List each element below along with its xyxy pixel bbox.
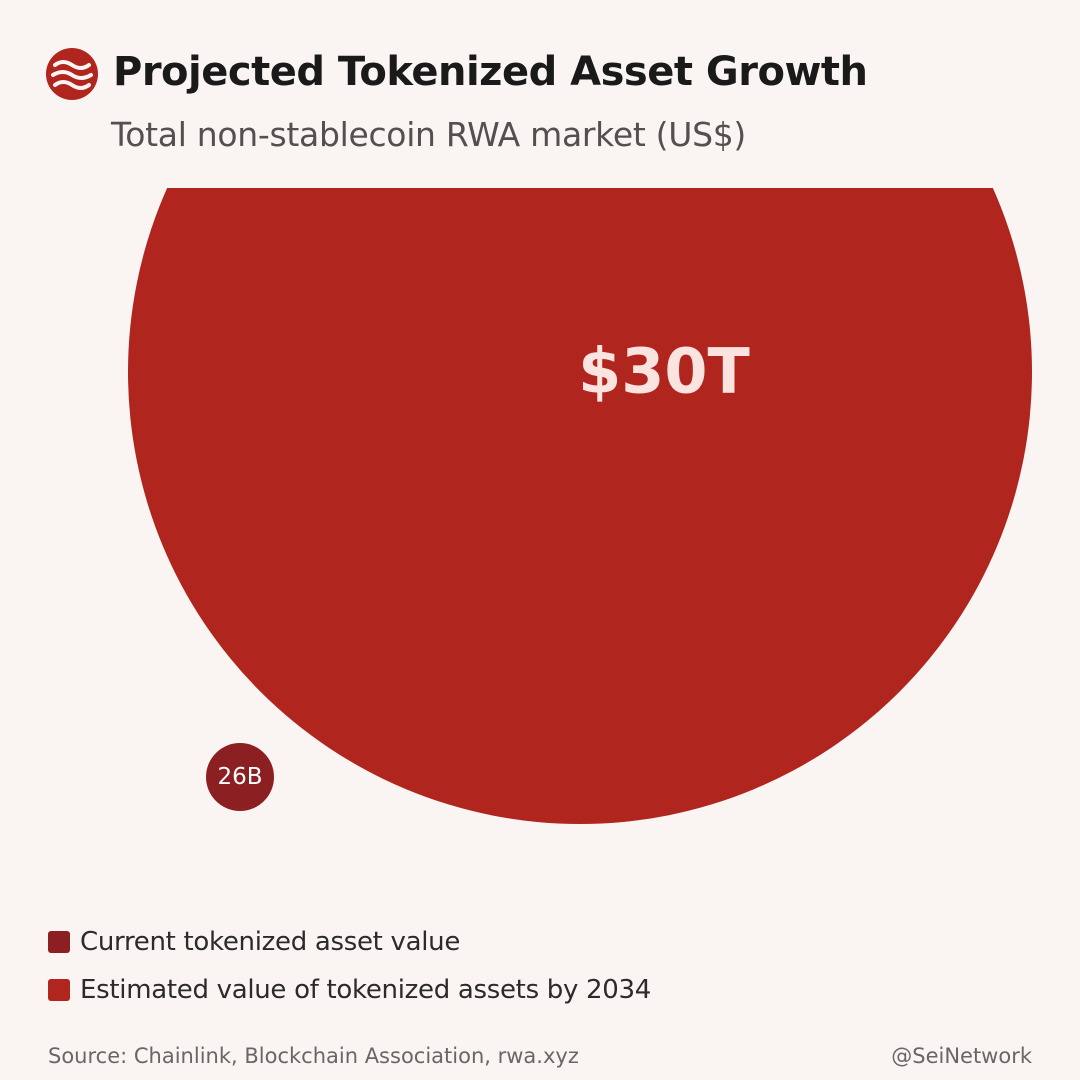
sei-logo-icon xyxy=(46,48,98,100)
legend-label-estimated: Estimated value of tokenized assets by 2… xyxy=(80,975,652,1005)
chart-subtitle: Total non-stablecoin RWA market (US$) xyxy=(111,115,746,154)
bubble-current-value xyxy=(206,743,274,811)
legend-item-estimated: Estimated value of tokenized assets by 2… xyxy=(48,970,651,1010)
bubble-label-current: 26B xyxy=(217,764,262,790)
bubble-estimated-2034 xyxy=(128,188,1032,824)
legend-item-current: Current tokenized asset value xyxy=(48,922,651,962)
legend-swatch-estimated xyxy=(48,979,70,1001)
chart-title: Projected Tokenized Asset Growth xyxy=(113,49,868,95)
footer: Source: Chainlink, Blockchain Associatio… xyxy=(48,1040,1032,1072)
bubble-chart: $30T 26B xyxy=(0,188,1080,920)
social-handle: @SeiNetwork xyxy=(891,1044,1032,1068)
source-note: Source: Chainlink, Blockchain Associatio… xyxy=(48,1044,579,1068)
chart-legend: Current tokenized asset value Estimated … xyxy=(48,922,651,1018)
legend-swatch-current xyxy=(48,931,70,953)
legend-label-current: Current tokenized asset value xyxy=(80,927,461,957)
bubble-label-estimated: $30T xyxy=(578,335,750,408)
